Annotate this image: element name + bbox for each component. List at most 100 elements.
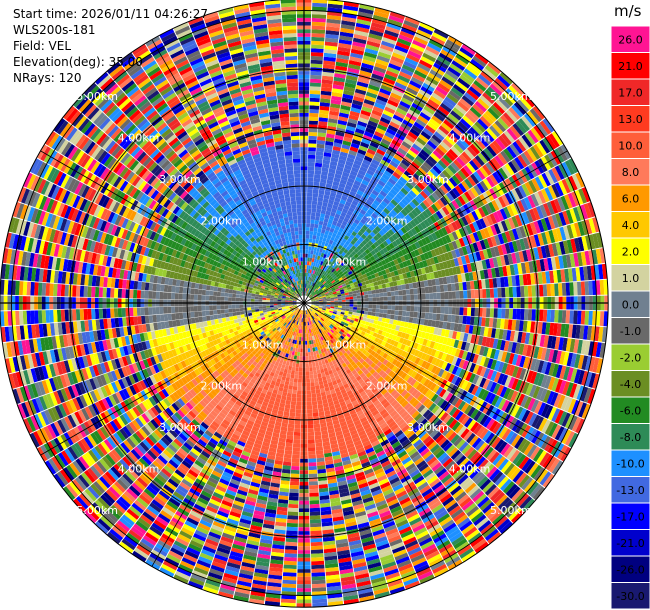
gate-cell (316, 285, 320, 290)
gate-cell (422, 146, 433, 156)
gate-cell (500, 93, 514, 107)
gate-cell (465, 244, 472, 255)
gate-cell (331, 232, 337, 238)
gate-cell (305, 291, 307, 296)
gate-cell (498, 329, 504, 340)
gate-cell (350, 187, 358, 194)
gate-cell (437, 187, 446, 197)
gate-cell (484, 110, 497, 123)
gate-cell (469, 126, 481, 138)
gate-cell (463, 290, 468, 299)
gate-cell (558, 180, 568, 195)
gate-cell (462, 281, 467, 291)
gate-cell (391, 276, 397, 282)
gate-cell (368, 206, 376, 213)
gate-cell (464, 324, 470, 334)
gate-cell (344, 279, 349, 284)
gate-cell (346, 125, 356, 132)
gate-cell (353, 33, 368, 41)
gate-cell (436, 255, 443, 263)
gate-cell (328, 168, 336, 174)
gate-cell (335, 65, 348, 72)
gate-cell (325, 37, 339, 43)
gate-cell (338, 300, 342, 303)
gate-cell (427, 234, 435, 243)
gate-cell (311, 33, 325, 38)
gate-cell (311, 355, 315, 360)
gate-cell (479, 180, 489, 192)
gate-cell (451, 231, 459, 241)
gate-cell (356, 239, 362, 245)
gate-cell (419, 59, 433, 69)
gate-cell (339, 215, 345, 221)
gate-cell (292, 450, 300, 455)
gate-cell (387, 191, 396, 199)
gate-cell (291, 462, 300, 467)
gate-cell (490, 247, 497, 258)
gate-cell (353, 159, 362, 166)
gate-cell (284, 404, 291, 409)
gate-cell (412, 39, 427, 49)
gate-cell (462, 236, 469, 246)
gate-cell (420, 245, 427, 254)
gate-cell (569, 282, 574, 296)
gate-cell (317, 277, 322, 281)
gate-cell (448, 232, 455, 242)
gate-cell (472, 271, 478, 281)
gate-cell (546, 309, 552, 322)
gate-cell (396, 320, 402, 326)
gate-cell (339, 31, 354, 38)
gate-cell (312, 292, 316, 296)
gate-cell (559, 241, 566, 255)
gate-cell (347, 118, 358, 125)
gate-cell (547, 215, 556, 230)
gate-cell (312, 189, 319, 194)
gate-cell (308, 139, 317, 144)
gate-cell (379, 236, 386, 243)
gate-cell (341, 304, 346, 307)
gate-cell (305, 238, 309, 243)
gate-cell (387, 163, 397, 172)
gate-cell (333, 229, 339, 235)
gate-cell (322, 297, 327, 300)
gate-cell (342, 171, 350, 178)
gate-cell (411, 323, 417, 330)
gate-cell (294, 424, 301, 429)
gate-cell (420, 253, 426, 261)
gate-cell (361, 62, 374, 70)
gate-cell (489, 83, 503, 96)
gate-cell (286, 392, 292, 398)
gate-cell (411, 209, 419, 218)
gate-cell (328, 118, 338, 124)
gate-cell (301, 329, 304, 334)
gate-cell (290, 370, 295, 375)
gate-cell (431, 264, 438, 272)
gate-cell (370, 222, 378, 229)
gate-cell (285, 545, 298, 551)
gate-cell (313, 293, 317, 297)
gate-cell (369, 29, 384, 37)
gate-cell (377, 261, 383, 267)
gate-cell (384, 106, 396, 115)
gate-cell (558, 163, 569, 179)
gate-cell (374, 7, 390, 15)
gate-cell (432, 150, 443, 160)
gate-cell (471, 83, 484, 95)
gate-cell (304, 272, 307, 277)
gate-cell (314, 220, 320, 225)
gate-cell (428, 38, 444, 49)
gate-cell (329, 292, 334, 296)
gate-cell (343, 5, 359, 12)
gate-cell (319, 256, 323, 261)
gate-cell (280, 598, 296, 604)
gate-cell (520, 198, 529, 211)
gate-cell (339, 108, 350, 115)
gate-cell (416, 29, 432, 39)
gate-cell (385, 70, 399, 78)
gate-cell (283, 560, 297, 566)
gate-cell (466, 129, 478, 141)
gate-cell (283, 457, 292, 463)
gate-cell (308, 151, 316, 156)
gate-cell (391, 233, 398, 241)
gate-cell (482, 164, 492, 176)
